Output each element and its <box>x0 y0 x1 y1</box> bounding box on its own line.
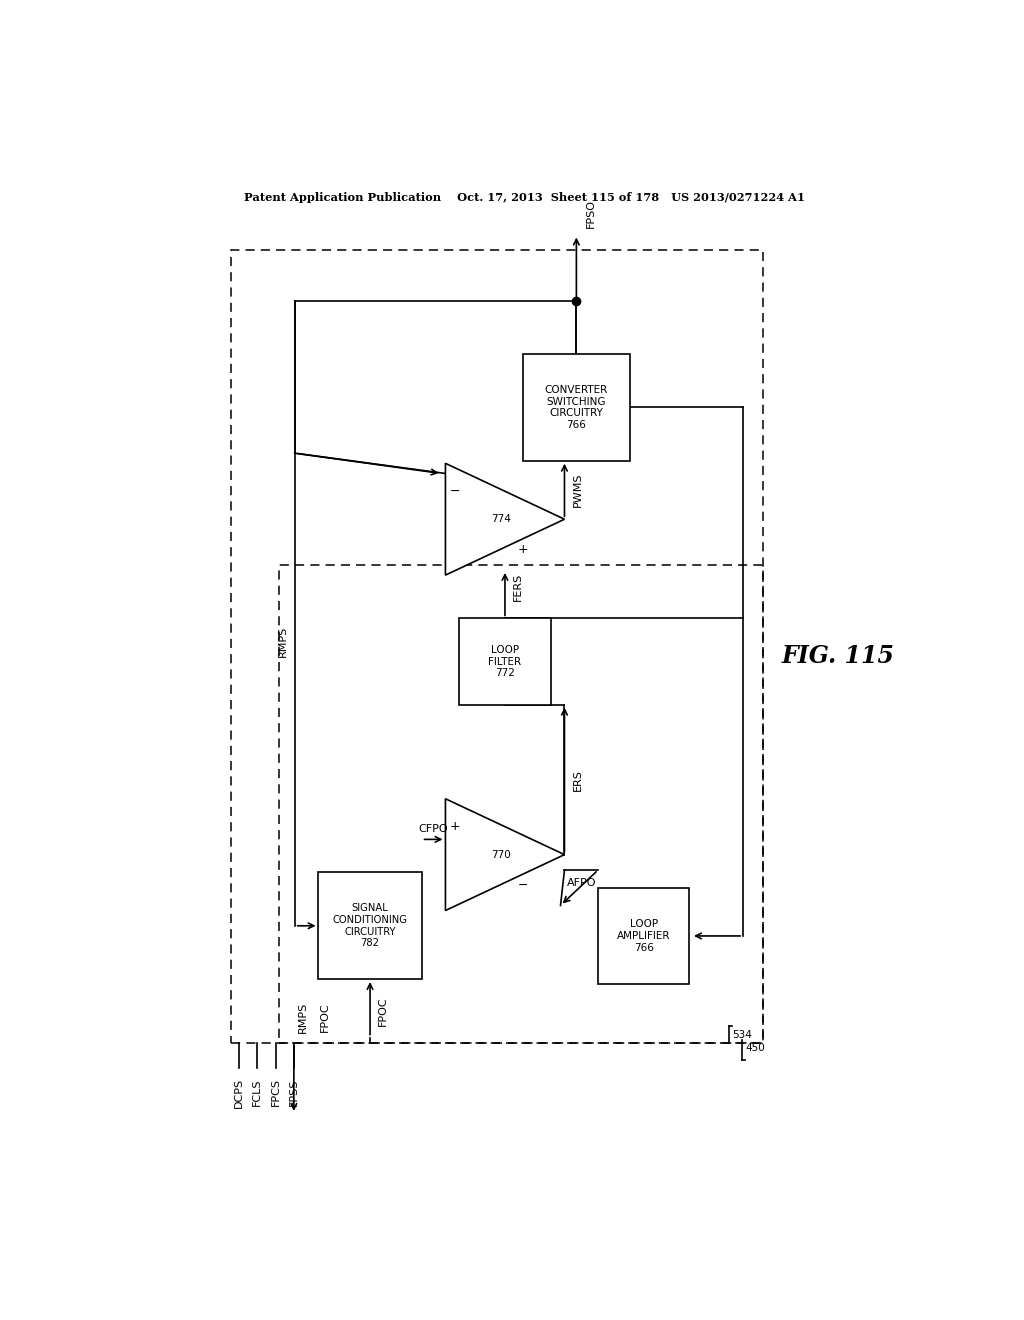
Text: CFPO: CFPO <box>419 824 449 834</box>
Bar <box>598 887 689 985</box>
Text: FPSS: FPSS <box>289 1078 299 1106</box>
Text: 774: 774 <box>492 515 511 524</box>
Text: 770: 770 <box>492 850 511 859</box>
Text: FPOC: FPOC <box>378 997 388 1026</box>
Text: 534: 534 <box>732 1030 752 1040</box>
Text: FPCS: FPCS <box>270 1078 281 1106</box>
Text: SIGNAL
CONDITIONING
CIRCUITRY
782: SIGNAL CONDITIONING CIRCUITRY 782 <box>333 903 408 948</box>
Text: FPOC: FPOC <box>319 1002 330 1032</box>
Text: FERS: FERS <box>513 573 523 601</box>
Text: ERS: ERS <box>572 768 583 791</box>
Text: DCPS: DCPS <box>234 1078 244 1109</box>
Text: +: + <box>450 820 460 833</box>
Text: LOOP
FILTER
772: LOOP FILTER 772 <box>488 645 521 678</box>
Bar <box>523 354 630 461</box>
Text: RMPS: RMPS <box>298 1002 307 1032</box>
Text: AFPO: AFPO <box>566 878 596 888</box>
Polygon shape <box>445 463 564 576</box>
Text: −: − <box>450 484 460 498</box>
Bar <box>318 873 422 979</box>
Bar <box>460 618 551 705</box>
Text: RMPS: RMPS <box>279 626 289 657</box>
Text: +: + <box>517 544 528 557</box>
Text: FPSO: FPSO <box>586 198 596 227</box>
Text: LOOP
AMPLIFIER
766: LOOP AMPLIFIER 766 <box>617 919 671 953</box>
Text: CONVERTER
SWITCHING
CIRCUITRY
766: CONVERTER SWITCHING CIRCUITRY 766 <box>545 385 608 430</box>
Text: PWMS: PWMS <box>572 473 583 507</box>
Text: 450: 450 <box>745 1043 765 1053</box>
Text: Patent Application Publication    Oct. 17, 2013  Sheet 115 of 178   US 2013/0271: Patent Application Publication Oct. 17, … <box>245 191 805 202</box>
Text: FIG. 115: FIG. 115 <box>781 644 895 668</box>
Text: −: − <box>517 879 528 892</box>
Polygon shape <box>445 799 564 911</box>
Text: FCLS: FCLS <box>252 1078 262 1106</box>
